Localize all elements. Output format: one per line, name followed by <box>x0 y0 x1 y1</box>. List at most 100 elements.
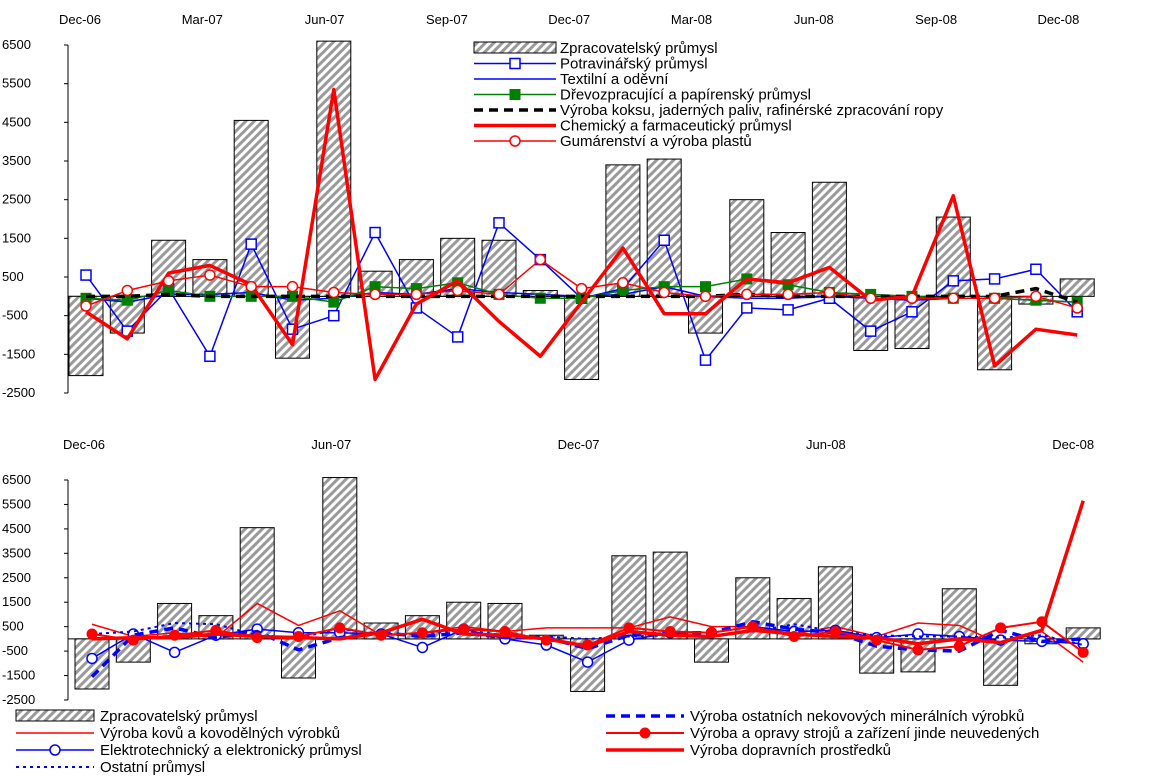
chart-2-manufacturing-groups: 6500 5500 4500 3500 2500 1500 500 -500 -1500 -250… <box>2 437 1101 707</box>
series-marker <box>121 284 134 297</box>
legend2-label: Výroba kovů a kovodělných výrobků <box>100 725 340 742</box>
series-marker <box>699 290 712 303</box>
series-marker <box>988 273 1001 285</box>
legend1-label: Dřevozpracující a papírenský průmysl <box>560 87 811 104</box>
series-marker <box>168 646 181 659</box>
y-tick-label: 5500 <box>2 496 31 511</box>
x-tick-label: Dec-08 <box>1037 12 1079 27</box>
series-marker <box>204 269 216 281</box>
series-marker <box>741 302 753 314</box>
legend1-label: Potravinářský průmysl <box>560 56 708 73</box>
series-marker <box>416 641 429 654</box>
legend1-label: Gumárenství a výroba plastů <box>560 133 752 150</box>
series-marker <box>947 292 960 305</box>
series-marker <box>416 627 428 639</box>
series-marker <box>245 238 257 250</box>
bar <box>605 164 641 297</box>
y-tick-label: 6500 <box>2 472 31 487</box>
legend2-label: Ostatní průmysl <box>100 759 205 776</box>
series-marker <box>80 269 92 281</box>
series-line <box>91 602 1084 663</box>
legend2-label: Výroba ostatních nekovových minerálních … <box>690 708 1024 725</box>
bar <box>322 477 358 640</box>
series-marker <box>947 275 960 287</box>
series-marker <box>1077 646 1089 658</box>
series-marker <box>410 288 423 301</box>
legend2-swatch-bar <box>15 709 95 722</box>
y-tick-label: 2500 <box>2 192 31 207</box>
series-marker <box>451 331 464 343</box>
series-marker <box>988 292 1001 305</box>
legend1-label: Textilní a oděvní <box>560 71 669 88</box>
series-marker <box>86 652 98 665</box>
bar <box>853 295 889 351</box>
series-marker <box>162 275 175 287</box>
x-tick-label: Sep-08 <box>915 12 957 27</box>
bar <box>694 638 729 663</box>
legend2-label: Výroba dopravních prostředků <box>690 742 891 759</box>
series-marker <box>451 284 464 297</box>
series-marker <box>906 292 918 305</box>
bar <box>564 295 600 380</box>
x-tick-label: Jun-08 <box>806 437 846 452</box>
series-marker <box>328 309 340 322</box>
series-marker <box>912 644 924 656</box>
series-marker <box>700 281 711 293</box>
series-marker <box>245 280 257 293</box>
legend2-label: Výroba a opravy strojů a zařízení jinde … <box>690 725 1039 742</box>
bar <box>1059 278 1095 297</box>
series-marker <box>823 286 836 299</box>
series-marker <box>864 292 877 305</box>
legend1-swatch-bar <box>473 41 557 54</box>
y-tick-label: 1500 <box>2 230 31 245</box>
series-marker <box>906 306 918 318</box>
legend2-label: Zpracovatelský průmysl <box>100 708 258 725</box>
series-marker <box>782 288 794 301</box>
series-marker <box>534 292 546 304</box>
y-tick-label: -1500 <box>2 668 35 683</box>
series-marker <box>534 253 547 266</box>
series-marker <box>369 288 381 301</box>
bar <box>811 181 847 297</box>
series-marker <box>1030 290 1042 303</box>
bar <box>1065 627 1101 640</box>
series-marker <box>995 622 1007 634</box>
series-line <box>91 500 1085 648</box>
y-tick-label: 4500 <box>2 114 31 129</box>
series-marker <box>953 640 965 652</box>
series-line <box>91 622 1084 646</box>
series-marker <box>493 288 505 301</box>
series-marker <box>204 350 216 363</box>
series-marker <box>1071 302 1083 314</box>
series-marker <box>658 286 670 299</box>
series-marker <box>782 304 794 316</box>
y-tick-label: 2500 <box>2 570 31 585</box>
x-tick-label: Dec-06 <box>59 12 101 27</box>
y-tick-label: 3500 <box>2 545 31 560</box>
y-tick-label: -2500 <box>2 692 35 707</box>
x-tick-label: Mar-07 <box>182 12 223 27</box>
x-tick-label: Dec-08 <box>1052 437 1094 452</box>
bar <box>652 551 688 640</box>
series-marker <box>1030 263 1042 276</box>
legend1-swatch-marker <box>509 135 521 147</box>
x-tick-label: Jun-07 <box>311 437 351 452</box>
series-marker <box>328 286 340 299</box>
series-marker <box>328 296 340 308</box>
bar <box>481 239 517 297</box>
series-marker <box>912 628 924 640</box>
legend1-swatch-marker <box>509 89 521 100</box>
x-tick-label: Mar-08 <box>671 12 712 27</box>
legend2-swatch-marker <box>49 744 61 756</box>
y-tick-label: 5500 <box>2 76 31 91</box>
legend2-swatch-marker <box>639 727 651 739</box>
bar <box>239 527 275 640</box>
series-marker <box>617 277 629 289</box>
x-tick-label: Sep-07 <box>426 12 468 27</box>
y-tick-label: -1500 <box>2 346 35 361</box>
legend1-label: Zpracovatelský průmysl <box>560 40 718 57</box>
series-marker <box>334 622 346 634</box>
series-marker <box>658 234 670 247</box>
